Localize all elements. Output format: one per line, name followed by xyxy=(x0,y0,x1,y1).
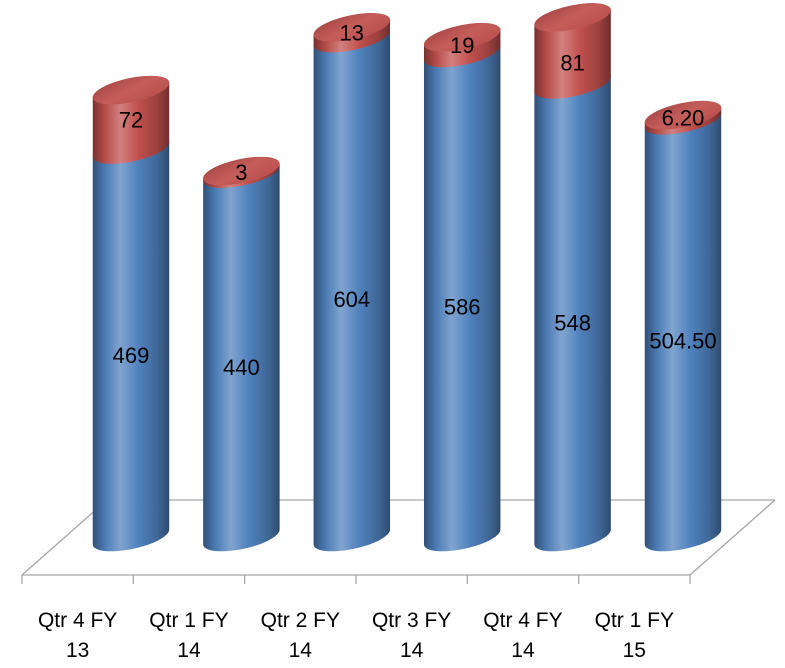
data-label-series-1: 586 xyxy=(444,295,481,320)
data-label-series-1: 504.50 xyxy=(649,328,716,353)
x-tick-label: Qtr 2 FY 14 xyxy=(260,609,340,662)
data-label-series-2: 3 xyxy=(235,160,247,185)
cylinder-top-cap xyxy=(534,3,611,32)
bar-segment-series-1 xyxy=(203,159,280,552)
floor-right-edge xyxy=(689,499,776,576)
cylinder-top-cap xyxy=(644,100,722,130)
cylinder-stack xyxy=(423,23,501,552)
data-label-series-1: 548 xyxy=(554,310,591,335)
data-label-series-2: 13 xyxy=(340,20,364,45)
cylinder-top-cap xyxy=(92,75,170,105)
cylinder-stack xyxy=(534,3,611,552)
bar-segment-series-1 xyxy=(644,106,722,552)
x-tick-label: Qtr 4 FY 13 xyxy=(37,609,118,662)
cylinder-stack xyxy=(644,100,722,552)
x-axis-ticks xyxy=(21,575,691,584)
x-tick-label: Qtr 3 FY 14 xyxy=(371,609,452,662)
x-tick-label: Qtr 1 FY 15 xyxy=(594,609,674,662)
cylinder-stacks xyxy=(92,3,722,552)
data-label-series-2: 19 xyxy=(450,33,474,58)
bar-segment-series-1 xyxy=(313,23,391,552)
cylinder-stack xyxy=(313,13,391,552)
cylinder-stack xyxy=(203,156,280,552)
cylinder-top-cap xyxy=(313,13,391,42)
data-label-series-2: 6.20 xyxy=(662,105,705,130)
cylinder-top-cap xyxy=(423,23,501,52)
data-label-series-2: 72 xyxy=(119,108,143,133)
x-tick-label: Qtr 1 FY 14 xyxy=(149,609,229,662)
x-tick-label: Qtr 4 FY 14 xyxy=(483,609,563,662)
data-label-series-2: 81 xyxy=(560,51,584,76)
bar-segment-series-1 xyxy=(534,70,611,552)
data-label-series-1: 469 xyxy=(113,343,150,368)
data-labels: 469 72 440 3 604 13 586 19 548 81 504.50 6.20 xyxy=(113,20,717,380)
bar-segment-series-1 xyxy=(92,135,170,552)
cylinder-top-cap xyxy=(203,156,280,186)
data-label-series-1: 604 xyxy=(333,287,370,312)
cylinder-stack xyxy=(92,75,170,552)
bar-segment-series-1 xyxy=(423,38,501,552)
data-label-series-1: 440 xyxy=(223,355,260,380)
